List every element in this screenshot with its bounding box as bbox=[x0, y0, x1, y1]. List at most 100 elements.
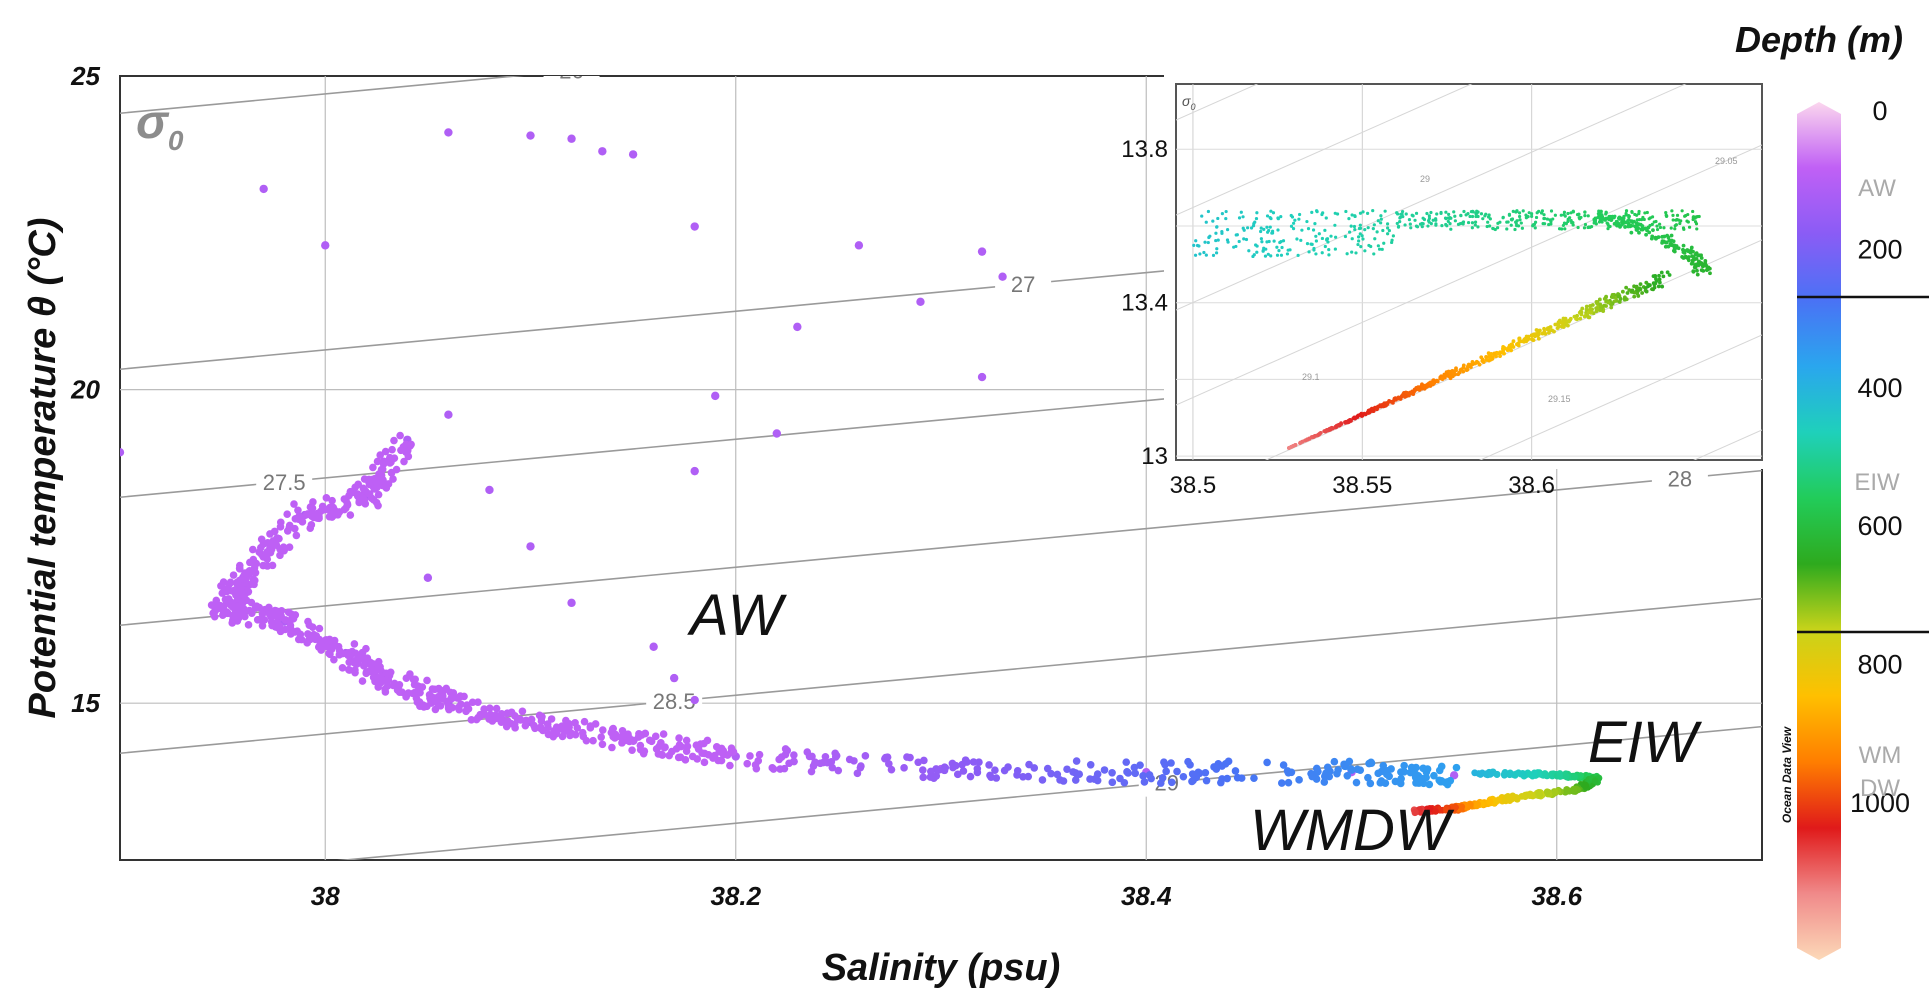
data-point bbox=[755, 750, 764, 759]
data-point bbox=[1158, 774, 1167, 782]
data-point bbox=[681, 756, 690, 764]
inset-data-point bbox=[1404, 212, 1408, 216]
data-point bbox=[1295, 776, 1303, 784]
data-point bbox=[672, 744, 681, 753]
data-point bbox=[428, 685, 437, 693]
data-point bbox=[883, 753, 892, 761]
inset-data-point bbox=[1667, 238, 1672, 243]
data-point bbox=[700, 739, 708, 748]
data-point bbox=[1343, 771, 1352, 780]
data-point bbox=[850, 757, 858, 765]
inset-data-point bbox=[1536, 332, 1541, 337]
inset-data-point bbox=[1489, 352, 1494, 356]
data-point bbox=[827, 757, 836, 766]
data-point bbox=[1161, 760, 1169, 769]
data-point bbox=[1056, 776, 1064, 784]
inset-data-point bbox=[1653, 235, 1658, 240]
inset-data-point bbox=[1314, 252, 1318, 256]
data-point bbox=[351, 483, 359, 492]
inset-data-point bbox=[1526, 334, 1531, 339]
inset-data-point bbox=[1569, 211, 1573, 215]
data-point bbox=[1408, 763, 1416, 772]
inset-data-point bbox=[1502, 351, 1506, 356]
inset-data-point bbox=[1448, 373, 1453, 378]
data-point bbox=[586, 722, 595, 730]
inset-data-point bbox=[1662, 234, 1667, 239]
inset-data-point bbox=[1564, 222, 1568, 226]
inset-data-point bbox=[1658, 225, 1663, 230]
inset-data-point bbox=[1671, 213, 1675, 218]
data-point bbox=[885, 760, 893, 768]
inset-data-point bbox=[1646, 284, 1650, 289]
data-point bbox=[645, 736, 654, 745]
ocean-data-view-text: Ocean Data View bbox=[1780, 726, 1794, 823]
inset-data-point bbox=[1637, 218, 1642, 222]
data-point bbox=[1500, 770, 1508, 778]
inset-data-point bbox=[1252, 222, 1256, 226]
inset-data-point bbox=[1276, 228, 1280, 232]
data-point bbox=[378, 475, 387, 483]
inset-data-point bbox=[1453, 219, 1457, 223]
inset-data-point bbox=[1461, 363, 1466, 368]
inset-data-point bbox=[1684, 214, 1688, 218]
inset-data-point bbox=[1416, 385, 1420, 390]
data-point bbox=[350, 640, 359, 648]
inset-data-point bbox=[1214, 251, 1219, 255]
data-point bbox=[318, 502, 327, 511]
data-point bbox=[219, 578, 228, 586]
data-point bbox=[283, 527, 292, 535]
data-point bbox=[268, 541, 276, 550]
inset-data-point bbox=[1580, 306, 1585, 311]
inset-data-point bbox=[1386, 226, 1390, 230]
data-point bbox=[1397, 768, 1405, 776]
inset-data-point bbox=[1575, 313, 1579, 318]
data-point bbox=[402, 448, 410, 456]
data-point bbox=[235, 564, 244, 572]
inset-data-point bbox=[1427, 216, 1432, 220]
inset-data-point bbox=[1295, 237, 1299, 241]
inset-data-point bbox=[1615, 223, 1619, 228]
data-point bbox=[390, 679, 399, 688]
inset-data-point bbox=[1396, 224, 1401, 228]
inset-data-point bbox=[1665, 214, 1669, 218]
inset-data-point bbox=[1323, 228, 1327, 232]
data-point bbox=[355, 497, 364, 506]
data-point bbox=[488, 717, 497, 725]
inset-data-point bbox=[1297, 217, 1301, 221]
data-point bbox=[1131, 769, 1140, 778]
data-point bbox=[940, 766, 949, 775]
data-point bbox=[1069, 768, 1077, 776]
data-point bbox=[1136, 761, 1144, 770]
data-point bbox=[953, 770, 962, 779]
data-point bbox=[431, 705, 440, 714]
data-point bbox=[811, 759, 819, 768]
inset-data-point bbox=[1506, 220, 1510, 224]
inset-data-point bbox=[1681, 243, 1686, 248]
inset-data-point bbox=[1659, 270, 1664, 275]
data-point bbox=[598, 147, 607, 156]
data-point bbox=[1477, 771, 1484, 778]
inset-data-point bbox=[1625, 291, 1630, 295]
inset-data-point bbox=[1533, 334, 1537, 339]
data-point bbox=[1123, 768, 1131, 776]
data-point bbox=[1250, 774, 1258, 782]
data-point bbox=[1400, 761, 1408, 770]
inset-data-point bbox=[1522, 339, 1526, 344]
data-point bbox=[624, 730, 632, 739]
inset-data-point bbox=[1431, 378, 1436, 383]
data-point bbox=[775, 755, 783, 764]
y-tick-label: 20 bbox=[70, 375, 100, 405]
data-point bbox=[1417, 775, 1425, 783]
data-point bbox=[641, 729, 649, 738]
inset-data-point bbox=[1656, 284, 1661, 289]
inset-x-tick-labels: 38.5 38.55 38.6 bbox=[1170, 472, 1555, 499]
inset-y-tick-label: 13.8 bbox=[1121, 136, 1168, 163]
inset-data-point bbox=[1421, 216, 1425, 220]
inset-data-point bbox=[1381, 228, 1385, 233]
data-point bbox=[432, 696, 440, 705]
data-point bbox=[628, 150, 638, 159]
data-point bbox=[241, 575, 250, 584]
inset-data-point bbox=[1202, 250, 1206, 255]
inset-data-point bbox=[1305, 242, 1310, 246]
data-point bbox=[383, 670, 392, 678]
